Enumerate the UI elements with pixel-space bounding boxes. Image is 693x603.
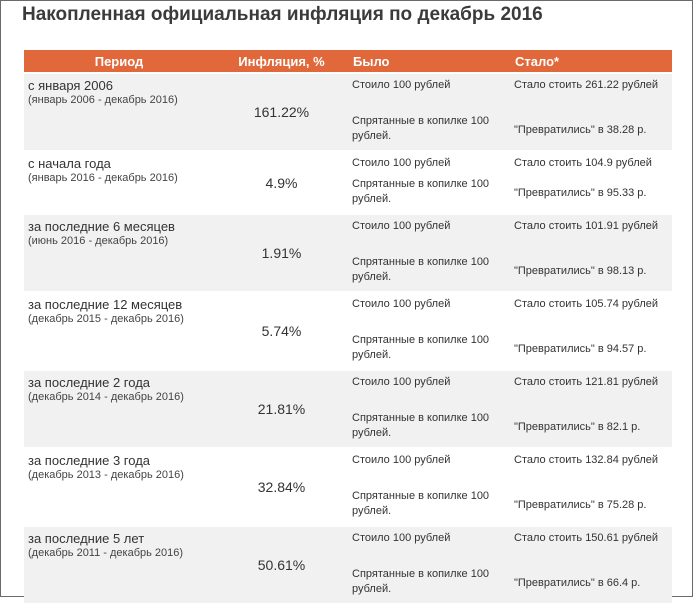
now-savings: "Превратились" в 66.4 р. (514, 577, 641, 589)
now-savings: "Превратились" в 95.33 р. (514, 187, 647, 199)
period-label: с января 2006 (28, 78, 113, 93)
was-cell: Стоило 100 рублей Спрятанные в копилке 10… (349, 369, 511, 448)
now-cell: Стало стоить 104.9 рублей "Превратились" … (511, 150, 672, 214)
period-label: за последние 3 года (28, 453, 151, 468)
header-now: Стало* (511, 50, 672, 73)
period-range: (декабрь 2011 - декабрь 2016) (28, 547, 184, 559)
now-cell: Стало стоить 101.91 рублей "Превратились"… (511, 213, 672, 292)
now-cell: Стало стоить 150.61 рублей "Превратились"… (511, 525, 672, 603)
was-cell: Стоило 100 рублей Спрятанные в копилке 10… (349, 447, 511, 526)
was-savings: Спрятанные в копилке 100 рублей. (352, 115, 490, 142)
now-savings: "Превратились" в 75.28 р. (514, 499, 647, 511)
inflation-value: 4.9% (214, 150, 349, 214)
now-cell: Стало стоить 121.81 рублей "Превратились"… (511, 369, 672, 448)
header-was: Было (349, 50, 511, 73)
now-price: Стало стоить 132.84 рублей (514, 454, 658, 466)
now-savings: "Превратились" в 94.57 р. (514, 343, 647, 355)
period-label: за последние 6 месяцев (28, 219, 175, 234)
period-cell: с начала года (январь 2016 - декабрь 2016… (24, 150, 214, 214)
was-savings: Спрятанные в копилке 100 рублей. (352, 178, 490, 205)
was-savings: Спрятанные в копилке 100 рублей. (352, 334, 490, 361)
was-price: Стоило 100 рублей (352, 79, 451, 91)
now-price: Стало стоить 150.61 рублей (514, 532, 658, 544)
was-savings: Спрятанные в копилке 100 рублей. (352, 256, 490, 283)
now-price: Стало стоить 261.22 рублей (514, 79, 658, 91)
inflation-table: Период Инфляция, % Было Стало* с января … (24, 50, 672, 603)
now-savings: "Превратились" в 98.13 р. (514, 265, 647, 277)
table-header-row: Период Инфляция, % Было Стало* (24, 50, 672, 73)
was-savings: Спрятанные в копилке 100 рублей. (352, 412, 490, 439)
now-cell: Стало стоить 261.22 рублей "Превратились"… (511, 72, 672, 151)
now-savings: "Превратились" в 38.28 р. (514, 124, 647, 136)
was-price: Стоило 100 рублей (352, 454, 451, 466)
period-label: за последние 2 года (28, 375, 151, 390)
was-price: Стоило 100 рублей (352, 220, 451, 232)
now-cell: Стало стоить 105.74 рублей "Превратились"… (511, 291, 672, 370)
period-range: (январь 2006 - декабрь 2016) (28, 94, 178, 106)
table-row: с начала года (январь 2016 - декабрь 2016… (24, 150, 672, 214)
page-title: Накопленная официальная инфляция по дека… (22, 4, 543, 25)
was-savings: Спрятанные в копилке 100 рублей. (352, 490, 490, 517)
inflation-value: 50.61% (214, 525, 349, 603)
now-cell: Стало стоить 132.84 рублей "Превратились"… (511, 447, 672, 526)
now-price: Стало стоить 105.74 рублей (514, 298, 658, 310)
period-range: (декабрь 2015 - декабрь 2016) (28, 313, 184, 325)
period-cell: за последние 5 лет (декабрь 2011 - декабр… (24, 525, 214, 603)
period-label: за последние 5 лет (28, 531, 145, 546)
was-cell: Стоило 100 рублей Спрятанные в копилке 10… (349, 213, 511, 292)
was-price: Стоило 100 рублей (352, 298, 451, 310)
was-cell: Стоило 100 рублей Спрятанные в копилке 10… (349, 150, 511, 214)
now-price: Стало стоить 121.81 рублей (514, 376, 658, 388)
inflation-value: 21.81% (214, 369, 349, 448)
period-cell: за последние 2 года (декабрь 2014 - декаб… (24, 369, 214, 448)
now-price: Стало стоить 101.91 рублей (514, 220, 658, 232)
period-range: (июнь 2016 - декабрь 2016) (28, 235, 169, 247)
was-savings: Спрятанные в копилке 100 рублей. (352, 568, 490, 595)
inflation-value: 5.74% (214, 291, 349, 370)
header-period: Период (24, 50, 214, 73)
period-range: (январь 2016 - декабрь 2016) (28, 172, 178, 184)
table-row: за последние 6 месяцев (июнь 2016 - декаб… (24, 213, 672, 292)
now-savings: "Превратились" в 82.1 р. (514, 421, 641, 433)
inflation-value: 32.84% (214, 447, 349, 526)
was-price: Стоило 100 рублей (352, 532, 451, 544)
was-price: Стоило 100 рублей (352, 376, 451, 388)
table-row: за последние 12 месяцев (декабрь 2015 - д… (24, 291, 672, 370)
period-cell: с января 2006 (январь 2006 - декабрь 2016… (24, 72, 214, 151)
now-price: Стало стоить 104.9 рублей (514, 157, 652, 169)
inflation-value: 1.91% (214, 213, 349, 292)
period-range: (декабрь 2014 - декабрь 2016) (28, 391, 184, 403)
was-cell: Стоило 100 рублей Спрятанные в копилке 10… (349, 525, 511, 603)
period-range: (декабрь 2013 - декабрь 2016) (28, 469, 184, 481)
was-cell: Стоило 100 рублей Спрятанные в копилке 10… (349, 291, 511, 370)
period-label: с начала года (28, 156, 111, 171)
was-cell: Стоило 100 рублей Спрятанные в копилке 10… (349, 72, 511, 151)
period-label: за последние 12 месяцев (28, 297, 183, 312)
inflation-value: 161.22% (214, 72, 349, 151)
table-row: с января 2006 (январь 2006 - декабрь 2016… (24, 72, 672, 151)
period-cell: за последние 12 месяцев (декабрь 2015 - д… (24, 291, 214, 370)
was-price: Стоило 100 рублей (352, 157, 451, 169)
table-row: за последние 5 лет (декабрь 2011 - декабр… (24, 525, 672, 603)
period-cell: за последние 3 года (декабрь 2013 - декаб… (24, 447, 214, 526)
table-row: за последние 2 года (декабрь 2014 - декаб… (24, 369, 672, 448)
header-inflation: Инфляция, % (214, 50, 349, 73)
period-cell: за последние 6 месяцев (июнь 2016 - декаб… (24, 213, 214, 292)
table-row: за последние 3 года (декабрь 2013 - декаб… (24, 447, 672, 526)
